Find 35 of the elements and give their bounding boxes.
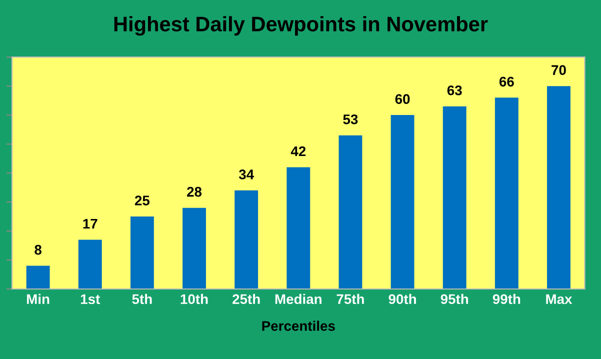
x-tick-label: 90th: [388, 294, 416, 304]
bar: [182, 208, 206, 289]
bar: [442, 106, 466, 289]
x-tick-label: Median: [275, 294, 322, 304]
data-label: 53: [343, 114, 358, 124]
x-tick-label: 99th: [492, 294, 520, 304]
x-tick-label: 75th: [336, 294, 364, 304]
data-label: 34: [238, 170, 254, 180]
data-label: 70: [552, 65, 566, 75]
x-tick-label: 95th: [440, 294, 468, 304]
bar: [130, 216, 154, 289]
data-label: 63: [447, 85, 462, 96]
bar: [494, 98, 518, 289]
data-label: 17: [83, 218, 98, 228]
x-tick-label: 1st: [80, 294, 100, 304]
bar: [286, 167, 310, 289]
bar: [26, 266, 50, 289]
x-tick-label: Max: [546, 294, 572, 304]
data-label: 60: [395, 94, 410, 104]
x-tick-label: 25th: [232, 294, 260, 304]
data-label: 66: [499, 76, 514, 87]
x-tick-label: Min: [27, 294, 50, 304]
data-label: 25: [134, 196, 150, 206]
x-tick-label: 5th: [132, 294, 152, 304]
chart-title: Highest Daily Dewpoints in November: [114, 16, 488, 36]
data-label: 42: [290, 146, 306, 156]
bar: [234, 190, 258, 289]
data-label: 28: [187, 186, 202, 197]
x-tick-label: 10th: [180, 294, 208, 304]
bar: [547, 86, 570, 289]
data-label: 8: [34, 244, 42, 255]
bar: [78, 240, 102, 289]
bar: [390, 115, 414, 289]
bar: [338, 135, 362, 289]
x-axis-title: Percentiles: [262, 320, 335, 331]
